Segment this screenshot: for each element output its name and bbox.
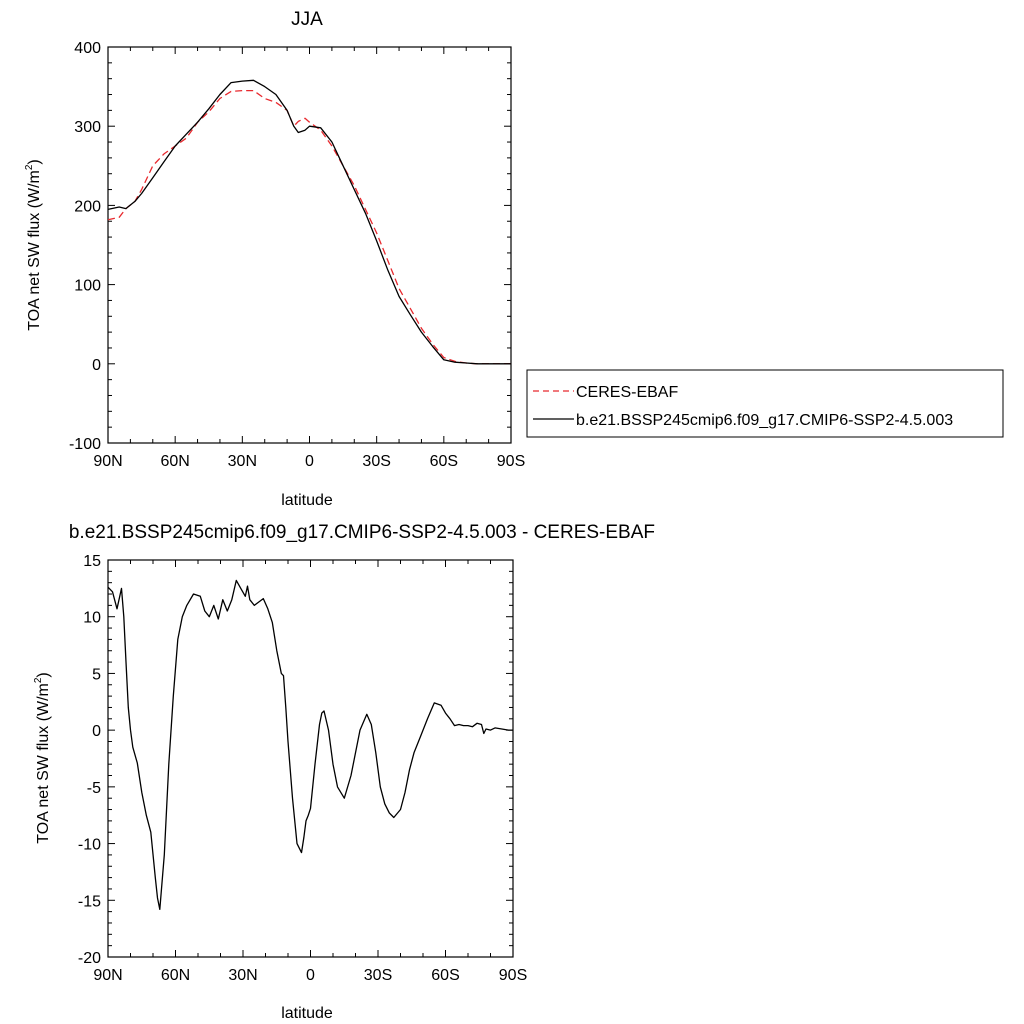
top-ticks bbox=[107, 46, 512, 444]
top-ytick-label: -100 bbox=[69, 436, 101, 453]
bottom-ticks bbox=[107, 559, 514, 958]
top-xtick-label: 0 bbox=[305, 453, 314, 470]
top-y-axis-label-close: ) bbox=[26, 159, 43, 164]
top-ytick-label: 300 bbox=[74, 119, 101, 136]
bottom-series-lines bbox=[107, 579, 513, 911]
legend: CERES-EBAF b.e21.BSSP245cmip6.f09_g17.CM… bbox=[526, 369, 1004, 438]
bottom-panel: b.e21.BSSP245cmip6.f09_g17.CMIP6-SSP2-4.… bbox=[33, 522, 655, 1022]
top-chart-title: JJA bbox=[291, 9, 323, 30]
top-ytick-label: 100 bbox=[74, 278, 101, 295]
bottom-y-axis-label-sup: 2 bbox=[33, 677, 44, 683]
bottom-xtick-label: 30S bbox=[364, 967, 392, 984]
bottom-x-axis-label: latitude bbox=[281, 1005, 333, 1022]
bottom-chart-title: b.e21.BSSP245cmip6.f09_g17.CMIP6-SSP2-4.… bbox=[69, 522, 655, 543]
top-plot-frame bbox=[107, 46, 512, 444]
bottom-ytick-label: 10 bbox=[83, 610, 101, 627]
bottom-y-axis-label-main: TOA net SW flux (W/m bbox=[35, 683, 52, 844]
bottom-xtick-label: 30N bbox=[228, 967, 257, 984]
top-xtick-label: 30S bbox=[362, 453, 390, 470]
bottom-ytick-label: -5 bbox=[87, 780, 101, 797]
bottom-ytick-label: -10 bbox=[78, 837, 101, 854]
bottom-ytick-label: -20 bbox=[78, 950, 101, 967]
top-series-line-1 bbox=[107, 79, 511, 365]
bottom-xtick-label: 60S bbox=[431, 967, 459, 984]
top-ytick-label: 0 bbox=[92, 357, 101, 374]
top-series-lines bbox=[107, 79, 511, 365]
bottom-ytick-label: 15 bbox=[83, 553, 101, 570]
top-y-axis-label: TOA net SW flux (W/m2) bbox=[24, 159, 43, 331]
top-tick-labels: -100 0 100 200 300 400 90N 60N 30N 0 30S 60S 90S bbox=[69, 40, 525, 470]
bottom-ytick-label: 0 bbox=[92, 723, 101, 740]
bottom-tick-labels: -20 -15 -10 -5 0 5 10 15 90N 60N 30N 0 30S 60S 90S bbox=[78, 553, 527, 984]
top-y-axis-label-sup: 2 bbox=[24, 164, 35, 170]
legend-label-model: b.e21.BSSP245cmip6.f09_g17.CMIP6-SSP2-4.… bbox=[576, 412, 953, 429]
top-xtick-label: 90S bbox=[497, 453, 525, 470]
top-x-axis-label: latitude bbox=[281, 492, 333, 509]
top-xtick-label: 60S bbox=[430, 453, 458, 470]
legend-box bbox=[526, 369, 1004, 438]
bottom-y-axis-label: TOA net SW flux (W/m2) bbox=[33, 672, 52, 844]
bottom-xtick-label: 90S bbox=[499, 967, 527, 984]
bottom-series-line-0 bbox=[107, 579, 513, 911]
top-xtick-label: 60N bbox=[160, 453, 189, 470]
top-ytick-label: 200 bbox=[74, 198, 101, 215]
top-y-axis-label-main: TOA net SW flux (W/m bbox=[26, 170, 43, 331]
top-ytick-label: 400 bbox=[74, 40, 101, 57]
legend-label-ceres: CERES-EBAF bbox=[576, 384, 678, 401]
bottom-ytick-label: -15 bbox=[78, 893, 101, 910]
top-xtick-label: 30N bbox=[228, 453, 257, 470]
top-series-line-0 bbox=[107, 89, 511, 365]
top-panel: JJA -100 0 100 200 300 400 90N 60N 30N 0 30S 60S 90S… bbox=[24, 9, 1004, 509]
bottom-ytick-label: 5 bbox=[92, 666, 101, 683]
top-xtick-label: 90N bbox=[93, 453, 122, 470]
bottom-xtick-label: 0 bbox=[306, 967, 315, 984]
bottom-y-axis-label-close: ) bbox=[35, 672, 52, 677]
bottom-xtick-label: 60N bbox=[161, 967, 190, 984]
bottom-xtick-label: 90N bbox=[93, 967, 122, 984]
